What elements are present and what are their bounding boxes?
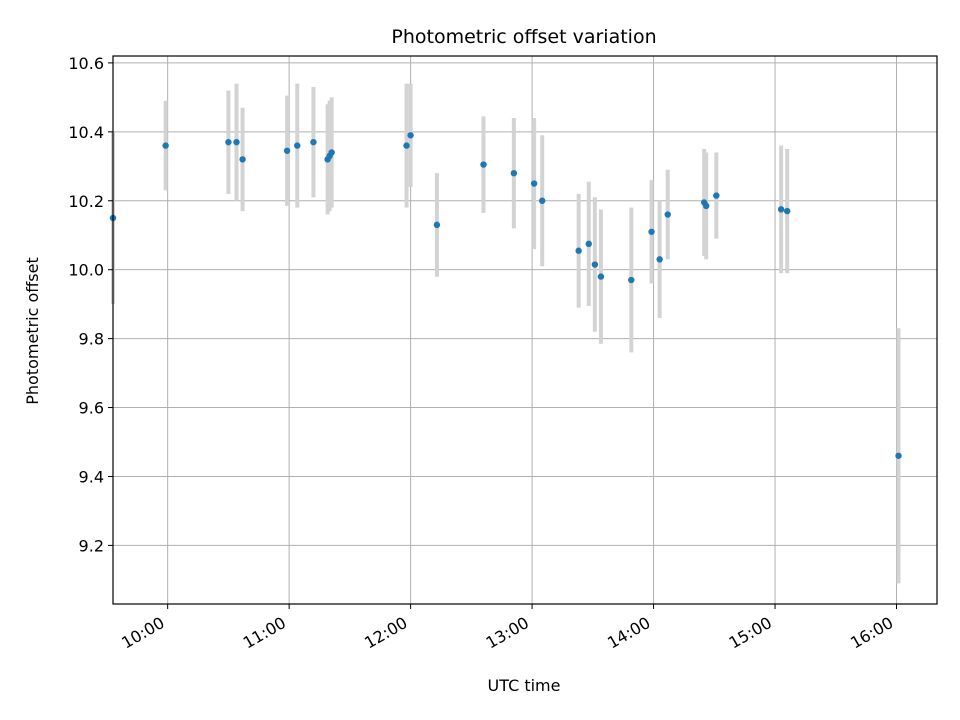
data-point: [407, 132, 414, 139]
y-axis-label: Photometric offset: [23, 257, 42, 405]
y-tick-label: 10.2: [68, 192, 104, 211]
data-point: [239, 156, 246, 163]
y-tick-label: 10.4: [68, 123, 104, 142]
y-tick-label: 9.2: [79, 536, 104, 555]
data-point: [433, 221, 441, 229]
data-point: [777, 206, 785, 213]
data-point: [328, 149, 335, 156]
y-tick-label: 10.0: [68, 261, 104, 280]
data-point: [585, 240, 592, 248]
data-point: [597, 273, 605, 280]
x-axis-label: UTC time: [488, 676, 561, 695]
x-tick-label: 16:00: [847, 613, 896, 653]
data-points: [109, 132, 902, 459]
data-point: [664, 211, 671, 218]
y-tick-label: 9.8: [79, 330, 104, 349]
data-point: [575, 247, 582, 254]
data-point: [283, 147, 291, 154]
data-point: [656, 256, 663, 263]
x-tick-label: 14:00: [604, 613, 653, 653]
grid-lines: [113, 56, 937, 604]
y-tick-label: 9.4: [79, 467, 104, 486]
data-point: [294, 142, 301, 149]
x-tick-label: 11:00: [240, 613, 289, 653]
data-point: [702, 202, 710, 210]
data-point: [591, 261, 599, 268]
data-point: [403, 142, 410, 149]
x-tick-label: 15:00: [726, 613, 775, 653]
data-point: [539, 197, 546, 204]
data-point: [713, 192, 720, 199]
x-tick-label: 12:00: [361, 613, 410, 653]
data-point: [510, 169, 518, 177]
data-point: [895, 452, 902, 459]
plot-frame: [112, 55, 938, 605]
data-point: [225, 138, 232, 146]
data-point: [162, 142, 169, 149]
y-tick-label: 10.6: [68, 54, 104, 73]
data-point: [480, 161, 487, 168]
x-tick-label: 13:00: [483, 613, 532, 653]
data-point: [233, 138, 240, 146]
data-point: [783, 207, 791, 215]
y-axis-ticks: 9.2 9.4 9.6 9.8 10.0 10.2 10.4 10.6: [68, 54, 113, 555]
chart-title: Photometric offset variation: [391, 26, 656, 48]
data-point: [530, 180, 538, 187]
data-point: [648, 228, 655, 235]
y-tick-label: 9.6: [79, 399, 104, 418]
data-point: [628, 276, 635, 284]
x-axis-ticks: 10:00 11:00 12:00 13:00 14:00 15:00 16:00: [118, 604, 898, 653]
error-bars: [111, 83, 901, 584]
x-tick-label: 10:00: [118, 613, 167, 653]
data-point: [310, 138, 317, 146]
